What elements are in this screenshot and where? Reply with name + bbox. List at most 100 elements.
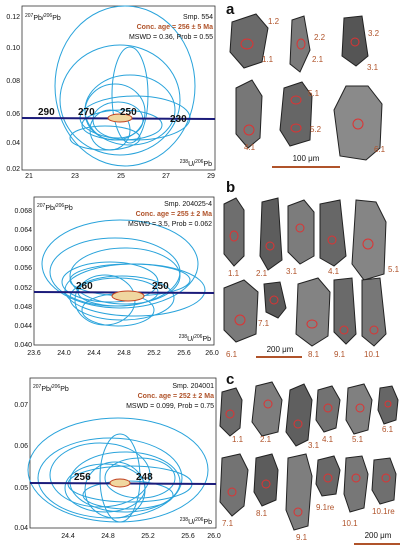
zircon-grain [223,197,245,267]
panel-b-x-axis-title: 238U/206Pb [179,334,211,343]
spot-marker [261,479,271,489]
y-tick-label: 0.044 [14,323,32,330]
x-tick-label: 24.8 [117,350,131,357]
y-tick-label: 0.10 [6,45,20,52]
scale-bar-label: 200 μm [365,531,392,540]
y-tick-label: 0.07 [14,402,28,409]
zircon-grain [343,455,369,513]
grain-label: 1.1 [232,435,244,444]
spot-marker [339,325,349,335]
spot-marker [234,314,246,326]
panel-b-y-ticks: 0.068 0.064 0.060 0.056 0.052 0.048 0.04… [14,208,32,349]
panel-a-y-axis-title: 207Pb/206Pb [25,13,61,22]
spot-marker [263,399,273,409]
grain-label: 9.1re [316,503,335,512]
x-tick-label: 24.0 [57,350,71,357]
x-tick-label: 27 [162,173,170,180]
grain-label: 6.1 [382,425,394,434]
grain-label: 1.2 [268,17,280,26]
y-tick-label: 0.08 [6,78,20,85]
panel-b-mswd: MSWD = 3.5, Prob = 0.062 [128,221,212,228]
x-tick-label: 25.2 [147,350,161,357]
panel-a-grains: a 1.2 1.1 2.2 2.1 3.2 3.1 5.1 5.2 4.1 6.… [226,1,386,168]
zircon-grain [285,453,313,531]
x-tick-label: 25 [117,173,125,180]
zircon-grain [219,387,243,437]
panel-b-letter: b [226,179,235,196]
grain-label: 9.1 [334,350,346,359]
spot-marker [293,419,303,429]
y-tick-label: 0.060 [14,246,32,253]
panel-a-x-ticks: 21 23 25 27 29 [25,173,215,180]
x-tick-label: 23.6 [27,350,41,357]
spot-marker [369,325,379,335]
grain-label: 3.2 [368,29,380,38]
panel-a-y-ticks: 0.12 0.10 0.08 0.06 0.04 0.02 [6,14,20,173]
spot-marker [295,223,305,233]
panel-c-conc-age: Conc. age = 252 ± 2 Ma [138,393,215,400]
spot-marker [243,124,255,136]
grain-label: 6.1 [226,350,238,359]
grain-label: 3.1 [367,63,379,72]
spot-marker [290,123,302,133]
spot-marker [293,507,303,517]
grain-label: 8.1 [256,509,268,518]
zircon-grain [319,199,347,267]
grain-label: 3.1 [286,267,298,276]
zircon-grain [371,457,397,505]
spot-marker [265,241,275,251]
spot-marker [323,403,333,413]
zircon-grain [259,197,283,271]
zircon-grain [361,277,387,347]
spot-marker [290,95,302,105]
panel-c-age-label: 248 [136,472,153,483]
panel-c-y-ticks: 0.07 0.06 0.05 0.04 [14,402,28,532]
zircon-grain [341,15,369,67]
y-tick-label: 0.056 [14,265,32,272]
spot-marker [350,37,360,47]
spot-marker [352,118,364,130]
grain-label: 5.2 [310,125,322,134]
grain-label: 3.1 [308,441,320,450]
zircon-grain [315,455,341,497]
x-tick-label: 21 [25,173,33,180]
x-tick-label: 23 [71,173,79,180]
grain-label: 2.1 [256,269,268,278]
panel-b-y-axis-title: 207Pb/206Pb [37,203,73,212]
spot-marker [384,400,392,408]
zircon-grain [235,79,263,149]
spot-marker [240,38,254,50]
panel-c-age-label: 256 [74,472,91,483]
panel-a-age-label: 230 [170,114,187,125]
panel-a-plot: 290 270 250 230 207Pb/206Pb Smp. 554 Con… [6,5,216,180]
y-tick-label: 0.052 [14,285,32,292]
y-tick-label: 0.068 [14,208,32,215]
grain-label: 5.1 [352,435,364,444]
zircon-grain [251,381,283,437]
panel-a-sample: Smp. 554 [183,14,213,21]
grain-label: 10.1 [342,519,358,528]
grain-label: 4.1 [328,267,340,276]
zircon-grain [351,199,387,281]
panel-a-mswd: MSWD = 0.36, Prob = 0.55 [129,34,213,41]
x-tick-label: 25.2 [141,533,155,540]
panel-c-x-axis-title: 238U/206Pb [180,517,212,526]
grain-label: 5.1 [308,89,320,98]
grain-label: 1.1 [228,269,240,278]
spot-marker [296,38,306,50]
y-tick-label: 0.05 [14,485,28,492]
spot-marker [381,473,391,483]
panel-c-concordia-ellipse [109,478,131,488]
panel-b-concordia-ellipse [111,290,145,302]
panel-a-conc-age: Conc. age = 256 ± 5 Ma [137,24,214,31]
zircon-grain [279,81,313,147]
grain-label: 10.1 [364,350,380,359]
grain-label: 5.1 [388,265,400,274]
zircon-grain [223,279,259,343]
y-tick-label: 0.12 [6,14,20,21]
grain-label: 9.1 [296,533,308,542]
panel-b-age-label: 250 [152,281,169,292]
y-tick-label: 0.04 [14,525,28,532]
panel-a-age-label: 290 [38,107,55,118]
